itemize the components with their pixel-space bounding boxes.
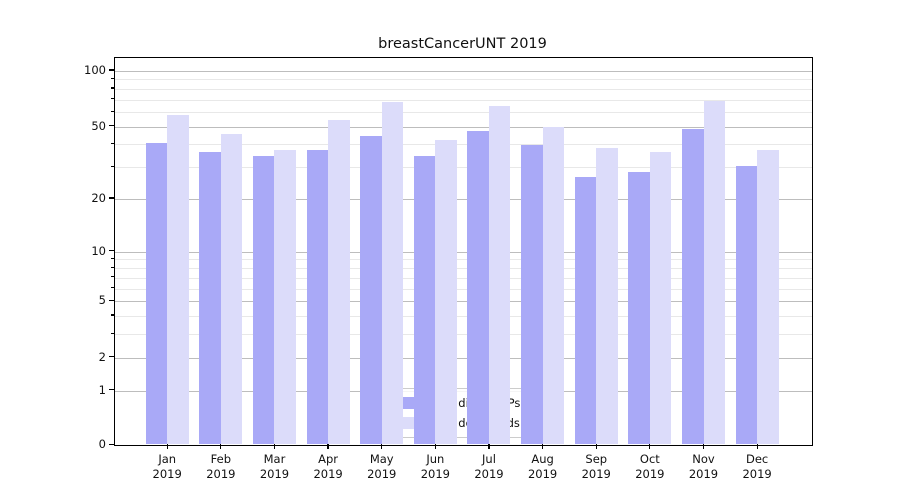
y-tick-minor-6 bbox=[111, 287, 114, 289]
x-tick-nov bbox=[702, 444, 705, 449]
x-tick-label-may: May 2019 bbox=[367, 452, 397, 481]
gridline-major-50 bbox=[115, 126, 812, 128]
y-tick-0 bbox=[109, 443, 114, 445]
y-tick-1 bbox=[109, 389, 114, 391]
gridline-minor-4 bbox=[115, 315, 812, 317]
y-tick-label-20: 20 bbox=[91, 190, 106, 205]
x-tick-jan bbox=[166, 444, 168, 449]
y-tick-label-100: 100 bbox=[84, 62, 106, 77]
gridline-minor-3 bbox=[115, 334, 812, 336]
bar-downloads-aug bbox=[542, 127, 565, 444]
bar-downloads-nov bbox=[703, 101, 725, 444]
x-tick-jul bbox=[488, 444, 490, 449]
gridline-minor-7 bbox=[115, 277, 812, 279]
x-tick-label-dec: Dec 2019 bbox=[742, 452, 772, 481]
bar-downloads-feb bbox=[220, 134, 243, 444]
gridline-minor-70 bbox=[115, 99, 812, 101]
x-tick-aug bbox=[542, 444, 544, 449]
y-tick-minor-70 bbox=[111, 98, 114, 100]
gridline-minor-60 bbox=[115, 112, 812, 114]
bar-distinct-ips-feb bbox=[199, 151, 221, 444]
gridline-major-2 bbox=[115, 357, 812, 359]
bar-downloads-sep bbox=[596, 147, 618, 444]
y-tick-minor-3 bbox=[111, 332, 114, 334]
x-tick-feb bbox=[220, 444, 222, 449]
gridline-minor-9 bbox=[115, 259, 812, 261]
legend-item-downloads: Nb of downloads bbox=[386, 416, 537, 430]
gridline-major-5 bbox=[115, 301, 812, 303]
gridline-minor-8 bbox=[115, 268, 812, 270]
y-tick-label-10: 10 bbox=[91, 243, 106, 258]
x-tick-label-sep: Sep 2019 bbox=[581, 452, 611, 481]
gridline-minor-40 bbox=[115, 144, 812, 146]
x-tick-label-jan: Jan 2019 bbox=[152, 452, 182, 481]
y-tick-5 bbox=[109, 299, 114, 301]
gridline-minor-6 bbox=[115, 288, 812, 290]
bar-distinct-ips-oct bbox=[628, 171, 650, 444]
bar-downloads-mar bbox=[274, 149, 296, 444]
y-tick-label-50: 50 bbox=[91, 118, 106, 133]
bar-downloads-jan bbox=[167, 115, 189, 444]
y-tick-minor-90 bbox=[111, 77, 114, 80]
bar-distinct-ips-sep bbox=[574, 177, 597, 444]
gridline-minor-90 bbox=[115, 79, 812, 81]
y-tick-minor-8 bbox=[111, 266, 114, 268]
y-tick-label-2: 2 bbox=[98, 349, 106, 364]
x-tick-label-aug: Aug 2019 bbox=[527, 452, 558, 481]
x-tick-label-jul: Jul 2019 bbox=[474, 452, 504, 481]
bar-distinct-ips-jan bbox=[145, 143, 168, 444]
y-tick-20 bbox=[109, 197, 114, 199]
gridline-major-100 bbox=[115, 70, 812, 72]
bar-distinct-ips-mar bbox=[252, 156, 275, 444]
gridline-minor-80 bbox=[115, 88, 812, 90]
y-tick-2 bbox=[109, 356, 114, 358]
x-tick-label-feb: Feb 2019 bbox=[206, 452, 236, 481]
x-tick-apr bbox=[327, 444, 329, 449]
y-tick-label-0: 0 bbox=[98, 437, 106, 451]
y-tick-label-1: 1 bbox=[98, 382, 106, 397]
bar-downloads-oct bbox=[649, 151, 672, 444]
bar-distinct-ips-jul bbox=[467, 130, 489, 444]
y-tick-minor-60 bbox=[111, 110, 114, 112]
x-tick-label-mar: Mar 2019 bbox=[259, 452, 290, 481]
bar-distinct-ips-apr bbox=[306, 149, 329, 444]
bar-distinct-ips-dec bbox=[735, 166, 758, 444]
legend-item-distinct-ips: Nb of distinct IPs bbox=[386, 396, 537, 410]
bar-downloads-apr bbox=[328, 119, 350, 444]
y-tick-minor-30 bbox=[111, 165, 114, 167]
y-tick-50 bbox=[109, 125, 114, 127]
y-tick-minor-80 bbox=[111, 87, 114, 89]
bar-distinct-ips-may bbox=[360, 135, 382, 444]
chart-title: breastCancerUNT 2019 bbox=[378, 36, 547, 52]
x-tick-jun bbox=[434, 444, 436, 449]
y-tick-label-5: 5 bbox=[98, 293, 106, 308]
x-tick-label-jun: Jun 2019 bbox=[420, 452, 450, 481]
bar-distinct-ips-nov bbox=[682, 128, 704, 444]
gridline-major-20 bbox=[115, 198, 812, 200]
bar-downloads-may bbox=[381, 102, 404, 444]
x-tick-label-oct: Oct 2019 bbox=[635, 452, 665, 481]
bar-downloads-jul bbox=[488, 105, 511, 444]
bar-distinct-ips-jun bbox=[413, 156, 436, 444]
x-tick-sep bbox=[595, 444, 597, 449]
x-tick-oct bbox=[649, 444, 651, 449]
bar-downloads-jun bbox=[435, 139, 457, 444]
gridline-major-10 bbox=[115, 251, 812, 253]
bar-distinct-ips-aug bbox=[521, 145, 543, 444]
y-tick-minor-9 bbox=[111, 257, 114, 260]
x-tick-dec bbox=[756, 444, 758, 449]
x-tick-may bbox=[381, 444, 383, 449]
y-tick-10 bbox=[109, 250, 114, 252]
x-tick-label-nov: Nov 2019 bbox=[688, 452, 719, 481]
y-tick-minor-40 bbox=[111, 142, 114, 145]
y-tick-minor-7 bbox=[111, 276, 114, 278]
x-tick-mar bbox=[273, 444, 276, 449]
y-tick-minor-4 bbox=[111, 314, 114, 316]
gridline-minor-30 bbox=[115, 167, 812, 169]
bar-downloads-dec bbox=[757, 149, 779, 444]
y-tick-100 bbox=[109, 69, 114, 71]
x-tick-label-apr: Apr 2019 bbox=[313, 452, 343, 481]
